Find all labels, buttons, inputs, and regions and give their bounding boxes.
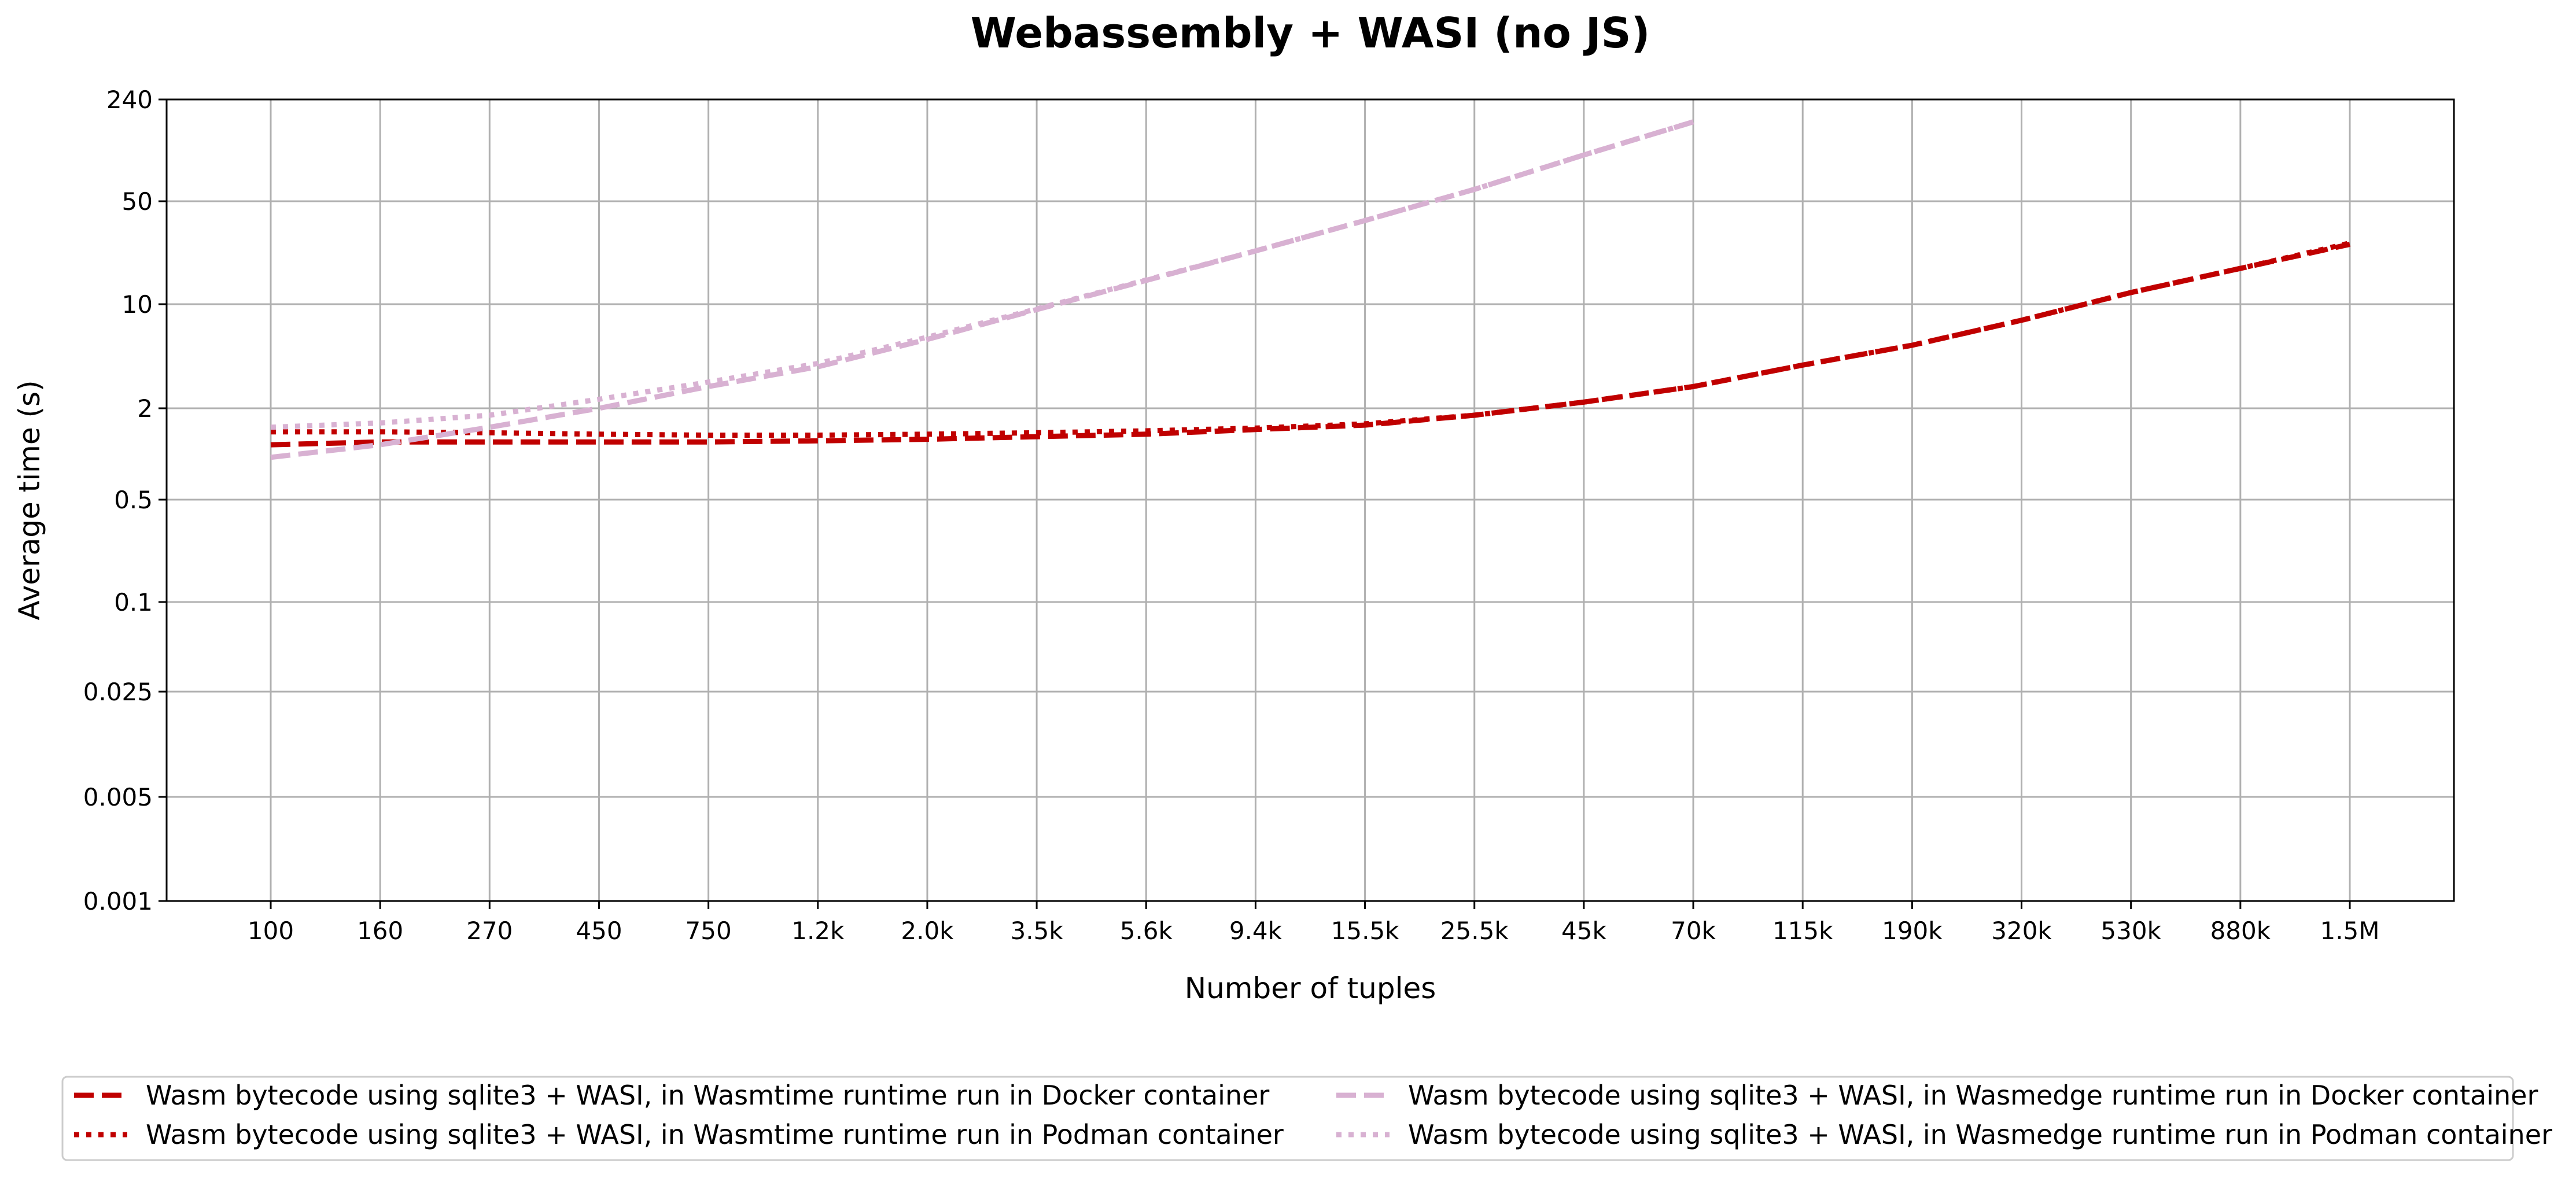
series-line-2 xyxy=(271,240,2351,438)
series-line-1 xyxy=(270,242,2350,448)
y-axis-label: Average time (s) xyxy=(13,380,46,620)
y-tick-label: 0.025 xyxy=(83,678,153,706)
x-tick-label: 3.5k xyxy=(1011,917,1064,945)
legend-label-4: Wasm bytecode using sqlite3 + WASI, in W… xyxy=(1408,1119,2552,1150)
y-tick-label: 0.5 xyxy=(114,486,153,514)
tick-layer: 100 160 270 450 750 1.2k 2.0k 3.5k 5.6k 9.4k 15.5k… xyxy=(83,86,2380,945)
y-tick-label: 0.005 xyxy=(83,783,153,811)
y-tick-label: 10 xyxy=(122,290,153,319)
x-tick-label: 115k xyxy=(1772,917,1833,945)
x-tick-label: 880k xyxy=(2210,917,2271,945)
series-line-4 xyxy=(270,119,1694,430)
legend-box xyxy=(61,1076,2514,1161)
y-tick-label: 240 xyxy=(106,86,153,114)
x-tick-label: 9.4k xyxy=(1229,917,1283,945)
x-tick-label: 1.2k xyxy=(791,917,845,945)
chart-title: Webassembly + WASI (no JS) xyxy=(971,9,1650,57)
x-tick-label: 100 xyxy=(248,917,294,945)
x-tick-label: 45k xyxy=(1561,917,1606,945)
y-tick-label: 0.001 xyxy=(83,887,153,915)
legend-label-1: Wasm bytecode using sqlite3 + WASI, in W… xyxy=(146,1080,1269,1111)
y-tick-label: 2 xyxy=(137,394,153,423)
legend-label-2: Wasm bytecode using sqlite3 + WASI, in W… xyxy=(146,1119,1284,1150)
x-tick-label: 2.0k xyxy=(901,917,954,945)
x-tick-label: 160 xyxy=(357,917,403,945)
x-tick-label: 450 xyxy=(576,917,622,945)
series-line-3 xyxy=(270,119,1694,460)
x-tick-label: 5.6k xyxy=(1120,917,1173,945)
y-tick-label: 0.1 xyxy=(114,588,153,616)
x-tick-label: 70k xyxy=(1671,917,1716,945)
x-tick-label: 15.5k xyxy=(1331,917,1400,945)
grid-layer xyxy=(167,99,2454,901)
legend: Wasm bytecode using sqlite3 + WASI, in W… xyxy=(61,1076,2552,1161)
x-tick-label: 1.5M xyxy=(2320,917,2379,945)
x-tick-label: 190k xyxy=(1882,917,1943,945)
x-tick-label: 25.5k xyxy=(1440,917,1509,945)
x-tick-label: 270 xyxy=(466,917,513,945)
series-layer xyxy=(270,119,2351,460)
x-tick-label: 320k xyxy=(1991,917,2052,945)
x-axis-label: Number of tuples xyxy=(1185,972,1436,1005)
x-tick-label: 530k xyxy=(2100,917,2161,945)
y-tick-label: 50 xyxy=(122,187,153,216)
legend-label-3: Wasm bytecode using sqlite3 + WASI, in W… xyxy=(1408,1080,2538,1111)
x-tick-label: 750 xyxy=(686,917,732,945)
